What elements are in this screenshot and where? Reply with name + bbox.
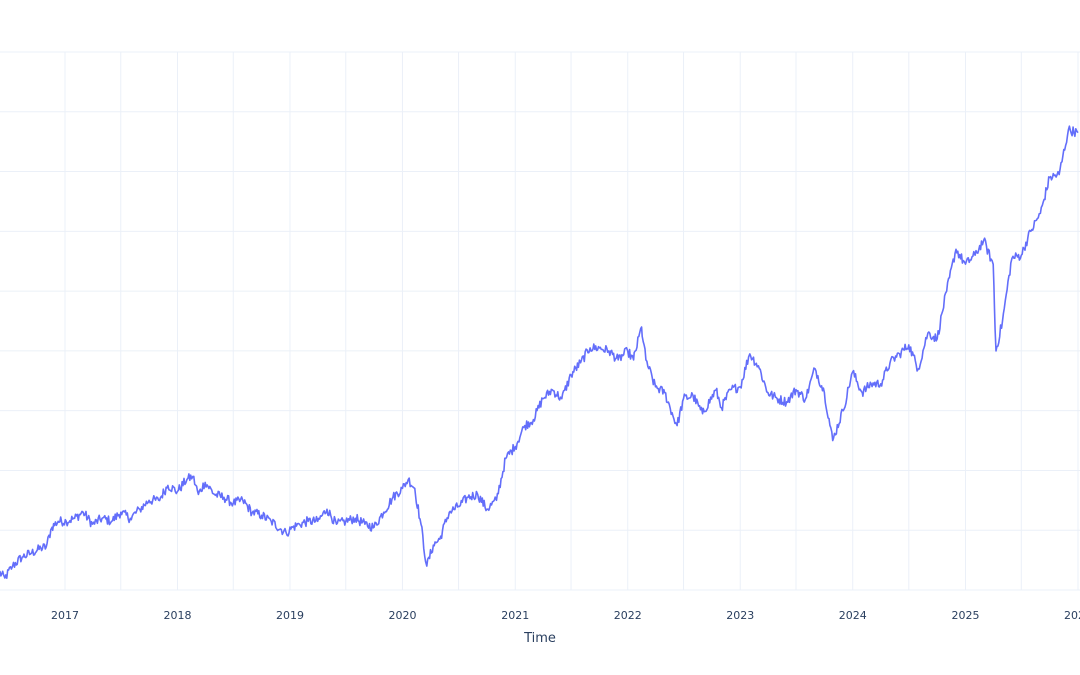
x-tick-label: 2025 [952, 609, 980, 622]
x-tick-label: 2018 [163, 609, 191, 622]
x-tick-label: 2024 [839, 609, 867, 622]
x-tick-label: 2017 [51, 609, 79, 622]
x-tick-label: 2023 [726, 609, 754, 622]
gridlines [0, 51, 1080, 591]
series-line [0, 125, 1079, 579]
x-tick-label: 2019 [276, 609, 304, 622]
x-tick-label: 2020 [388, 609, 416, 622]
x-tick-label: 2021 [501, 609, 529, 622]
x-tick-label: 2026 [1064, 609, 1080, 622]
x-axis-title: Time [523, 631, 556, 646]
x-tick-label: 2022 [614, 609, 642, 622]
x-axis-ticks: 2017 2018 2019 2020 2021 2022 2023 2024 2025 2026 [51, 609, 1080, 622]
series-layer [0, 125, 1079, 579]
